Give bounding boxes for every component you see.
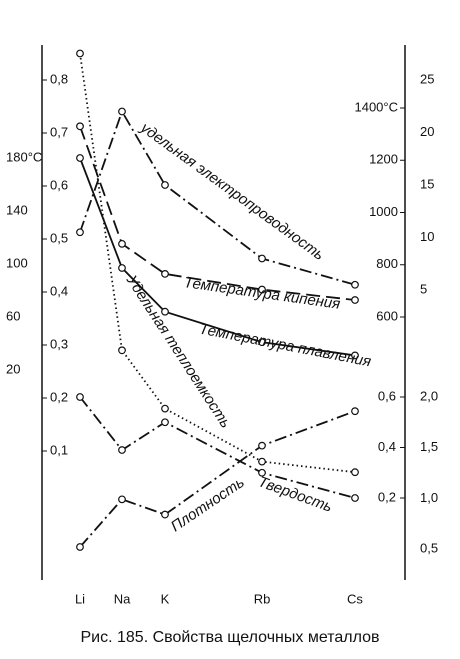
point <box>161 307 169 316</box>
y-tick-label: 100 <box>6 255 28 270</box>
point <box>76 228 84 237</box>
y-tick-label: 20 <box>420 124 434 139</box>
series-line <box>79 53 356 474</box>
y-tick-label: 0,8 <box>50 71 68 86</box>
y-tick-label: 1,0 <box>420 490 438 505</box>
point <box>258 468 266 477</box>
y-tick-label: 800 <box>376 256 398 271</box>
x-tick-label: Cs <box>347 591 363 606</box>
point <box>118 446 126 454</box>
point <box>76 543 84 551</box>
y-tick-label: 0,1 <box>50 442 68 457</box>
y-tick-label: 60 <box>6 308 20 323</box>
point <box>161 418 169 427</box>
y-tick-label: 20 <box>6 361 20 376</box>
point <box>118 239 126 248</box>
point <box>118 495 126 504</box>
y-tick-label: 0,4 <box>50 283 68 298</box>
y-tick-label: 1400°C <box>354 99 398 114</box>
y-tick-label: 0,5 <box>420 540 438 555</box>
point <box>351 280 359 289</box>
point <box>161 181 169 189</box>
y-tick-label: 25 <box>420 71 434 86</box>
point <box>118 107 126 116</box>
point <box>76 154 84 162</box>
point <box>76 393 84 401</box>
point <box>351 494 359 502</box>
y-tick-label: 15 <box>420 176 434 191</box>
y-tick-label: 0,7 <box>50 124 68 139</box>
point <box>118 346 126 355</box>
x-tick-label: Rb <box>254 591 271 606</box>
x-tick-label: K <box>161 591 170 606</box>
chart-title: Рис. 185. Свойства щелочных металлов <box>81 629 380 646</box>
point <box>76 49 84 58</box>
y-tick-label: 5 <box>420 281 427 296</box>
point <box>351 468 359 477</box>
point <box>258 254 266 263</box>
point <box>161 510 169 519</box>
series-line <box>79 125 356 301</box>
x-tick-label: Na <box>114 591 131 606</box>
point <box>76 122 84 131</box>
y-tick-label: 140 <box>6 202 28 217</box>
point <box>161 269 169 278</box>
point <box>258 441 266 450</box>
y-tick-label: 1000 <box>369 204 398 219</box>
point <box>351 351 359 360</box>
y-tick-label: 180°C <box>6 149 42 164</box>
point <box>258 457 266 466</box>
y-tick-label: 0,2 <box>50 389 68 404</box>
y-tick-label: 600 <box>376 308 398 323</box>
y-tick-label: 0,6 <box>50 177 68 192</box>
y-tick-label: 0,4 <box>378 439 396 454</box>
y-tick-label: 10 <box>420 229 434 244</box>
point <box>351 296 359 304</box>
point <box>351 407 359 416</box>
y-tick-label: 1,5 <box>420 439 438 454</box>
point <box>258 338 266 347</box>
x-tick-label: Li <box>75 591 85 606</box>
point <box>118 264 126 272</box>
y-tick-label: 1200 <box>369 152 398 167</box>
point <box>258 285 266 294</box>
y-tick-label: 0,6 <box>378 388 396 403</box>
y-tick-label: 0,5 <box>50 230 68 245</box>
y-tick-label: 2,0 <box>420 388 438 403</box>
y-tick-label: 0,2 <box>378 489 396 504</box>
point <box>161 404 169 413</box>
y-tick-label: 0,3 <box>50 336 68 351</box>
